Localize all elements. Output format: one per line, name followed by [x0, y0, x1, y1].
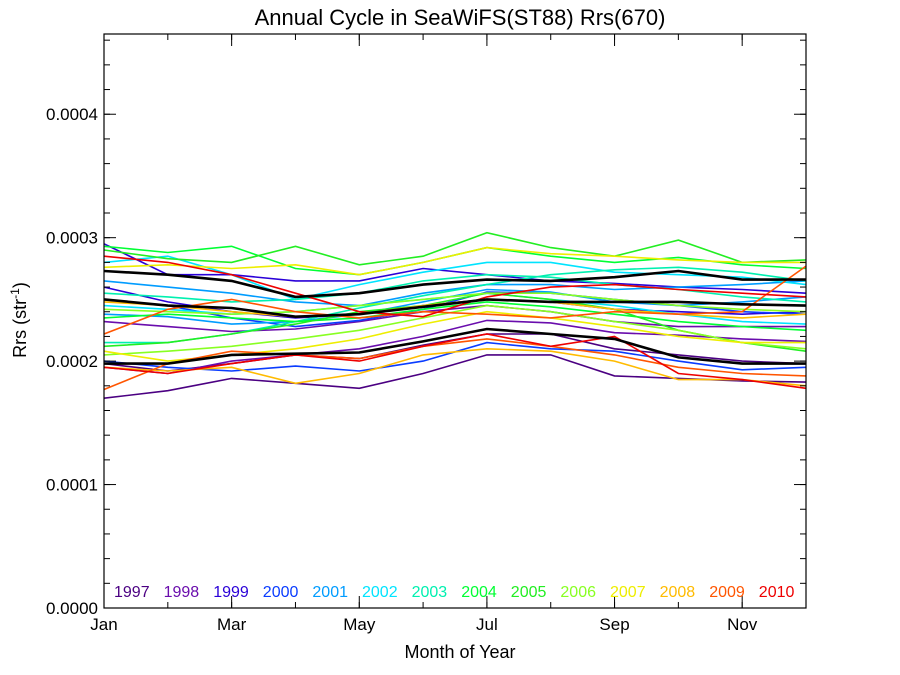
legend-item-1999: 1999 — [213, 584, 249, 601]
series-line-2009-2 — [103, 265, 807, 335]
y-tick-label: 0.0003 — [46, 229, 98, 248]
y-tick-label: 0.0002 — [46, 352, 98, 371]
chart-title: Annual Cycle in SeaWiFS(ST88) Rrs(670) — [255, 5, 666, 30]
legend-item-1998: 1998 — [164, 584, 200, 601]
series-line-2010-1 — [103, 255, 807, 318]
y-tick-label: 0.0001 — [46, 476, 98, 495]
legend-item-2009: 2009 — [709, 584, 745, 601]
series-line-1998-2 — [103, 319, 807, 375]
series-line-1999-1 — [103, 243, 807, 294]
black-line-upper — [103, 269, 806, 299]
y-tick-label: 0.0000 — [46, 599, 98, 618]
legend-item-2007: 2007 — [610, 584, 646, 601]
legend-item-1997: 1997 — [114, 584, 150, 601]
x-axis-label: Month of Year — [404, 642, 515, 662]
x-tick-label: May — [343, 615, 376, 634]
series-line-2002-1 — [103, 255, 807, 301]
legend-item-2005: 2005 — [511, 584, 547, 601]
legend-item-2003: 2003 — [412, 584, 448, 601]
x-tick-label: Mar — [217, 615, 247, 634]
legend-item-2001: 2001 — [312, 584, 348, 601]
legend-item-2002: 2002 — [362, 584, 398, 601]
x-tick-label: Nov — [727, 615, 758, 634]
y-axis-label-superscript: -1 — [8, 288, 22, 299]
plot-frame — [103, 33, 807, 609]
series-layer — [103, 231, 807, 399]
legend-item-2004: 2004 — [461, 584, 497, 601]
series-line-1997-1 — [103, 354, 807, 399]
legend-item-2000: 2000 — [263, 584, 299, 601]
legend-item-2006: 2006 — [560, 584, 596, 601]
series-line-2006-2 — [103, 304, 807, 356]
x-tick-label: Sep — [599, 615, 629, 634]
y-axis-label-main: Rrs (str — [10, 299, 30, 358]
y-axis-label-close: ) — [10, 282, 30, 288]
series-line-2001-1 — [103, 280, 807, 307]
legend: 1997 1998 1999 2000 2001 2002 2003 2004 2005 2006… — [114, 584, 794, 601]
black-line-mean — [103, 298, 807, 319]
black-line-lower — [104, 327, 806, 365]
y-tick-label: 0.0004 — [46, 105, 98, 124]
series-line-1998-1 — [103, 304, 806, 333]
series-line-2006-1 — [103, 292, 807, 316]
series-line-2009-1 — [103, 338, 807, 391]
y-axis: 0.0000 0.0001 0.0002 0.0003 0.0004 — [46, 39, 806, 618]
series-line-2005-1 — [103, 231, 807, 266]
x-tick-label: Jan — [90, 615, 117, 634]
x-tick-label: Jul — [476, 615, 498, 634]
y-axis-label: Rrs (str-1) — [8, 282, 30, 358]
mean-lines-layer — [103, 269, 807, 365]
legend-item-2008: 2008 — [660, 584, 696, 601]
series-line-2004-2 — [103, 301, 807, 332]
x-axis: Jan Mar May Jul Sep Nov — [90, 34, 807, 634]
series-line-2008-1 — [103, 347, 807, 387]
series-line-2010-2 — [103, 333, 807, 390]
series-line-2007-1 — [103, 246, 806, 276]
legend-item-2010: 2010 — [759, 584, 795, 601]
